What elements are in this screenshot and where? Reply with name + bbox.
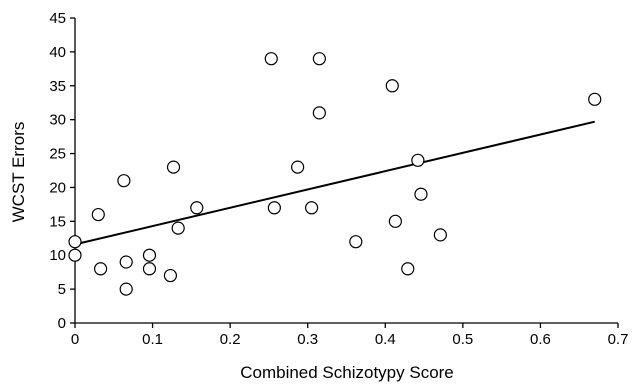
y-tick-label: 45 [49,10,66,27]
x-tick-label: 0 [71,331,79,348]
data-point [171,221,185,235]
data-point [68,235,82,249]
x-tick-label: 0.2 [220,331,241,348]
y-tick-label: 30 [49,112,66,129]
x-tick-label: 0.7 [608,331,629,348]
data-point [93,262,108,276]
data-point [163,268,178,283]
data-point [312,106,326,120]
data-point [414,187,428,201]
data-point [264,52,278,66]
y-axis-title: WCST Errors [9,122,28,223]
data-point [142,262,157,276]
x-tick-label: 0.1 [142,331,163,348]
data-point [267,201,281,215]
data-point [68,248,82,262]
y-tick-label: 0 [58,315,66,332]
data-point [291,160,305,174]
y-tick-label: 25 [49,146,66,163]
x-tick-label: 0.3 [297,331,318,348]
data-point [166,160,181,174]
x-axis-ticks: 0 0.1 0.2 0.3 0.4 0.5 0.6 0.7 [71,323,629,348]
trend-line [74,120,595,246]
data-point [119,282,133,296]
data-point [304,201,319,215]
data-point [401,262,415,276]
x-tick-label: 0.6 [530,331,551,348]
y-tick-label: 10 [49,247,66,264]
data-point [190,201,204,215]
y-tick-label: 5 [58,281,66,298]
y-tick-label: 40 [49,44,66,61]
data-point [91,207,105,222]
data-point [388,214,402,228]
x-tick-label: 0.5 [452,331,473,348]
y-tick-label: 15 [49,213,66,230]
data-point [142,248,157,262]
data-point [588,92,602,106]
x-tick-label: 0.4 [375,331,396,348]
y-axis-ticks: 0 5 10 15 20 25 30 35 40 45 [49,10,75,332]
data-point [349,235,363,249]
data-point [433,228,447,242]
data-point [411,153,425,167]
y-tick-label: 35 [49,78,66,95]
data-point [385,79,399,93]
data-point [117,174,131,188]
data-points [68,52,602,296]
data-point [119,255,133,269]
x-axis-title: Combined Schizotypy Score [240,363,454,382]
data-point [312,52,326,66]
y-tick-label: 20 [49,179,66,196]
